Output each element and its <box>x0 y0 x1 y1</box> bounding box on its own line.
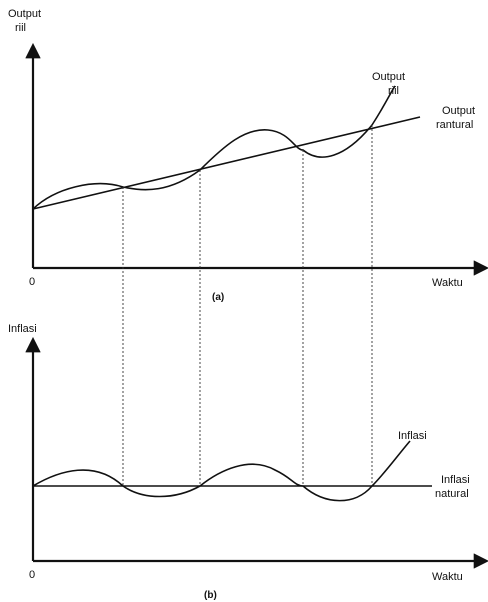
output-riil-curve-label-line1: Output <box>372 71 405 83</box>
output-natural-trend-line <box>32 116 421 210</box>
panel-a-y-axis-label-line2: riil <box>15 22 26 34</box>
panel-a: Output riil 0 Waktu (a) Output riil Outp… <box>8 8 488 303</box>
output-riil-curve-label-line2: riil <box>388 85 399 97</box>
inflation-curve <box>32 440 411 502</box>
panel-b-y-axis-label: Inflasi <box>8 323 37 335</box>
panel-a-x-axis-label: Waktu <box>432 277 463 289</box>
output-natural-trend-label-line2: rantural <box>436 119 473 131</box>
panel-a-origin-label: 0 <box>29 276 35 288</box>
intersection-guides <box>122 125 373 486</box>
panel-b-origin-label: 0 <box>29 569 35 581</box>
output-natural-trend-label-line1: Output <box>442 105 475 117</box>
output-riil-curve <box>32 85 396 210</box>
panel-b: Inflasi 0 Waktu (b) Inflasi Inflasi natu… <box>8 323 488 601</box>
inflation-natural-label-line1: Inflasi <box>441 474 470 486</box>
panel-a-y-axis-label-line1: Output <box>8 8 41 20</box>
inflation-natural-label-line2: natural <box>435 488 469 500</box>
panel-a-caption: (a) <box>212 292 224 303</box>
inflation-curve-label: Inflasi <box>398 430 427 442</box>
panel-b-x-axis-label: Waktu <box>432 571 463 583</box>
panel-b-caption: (b) <box>204 590 217 601</box>
